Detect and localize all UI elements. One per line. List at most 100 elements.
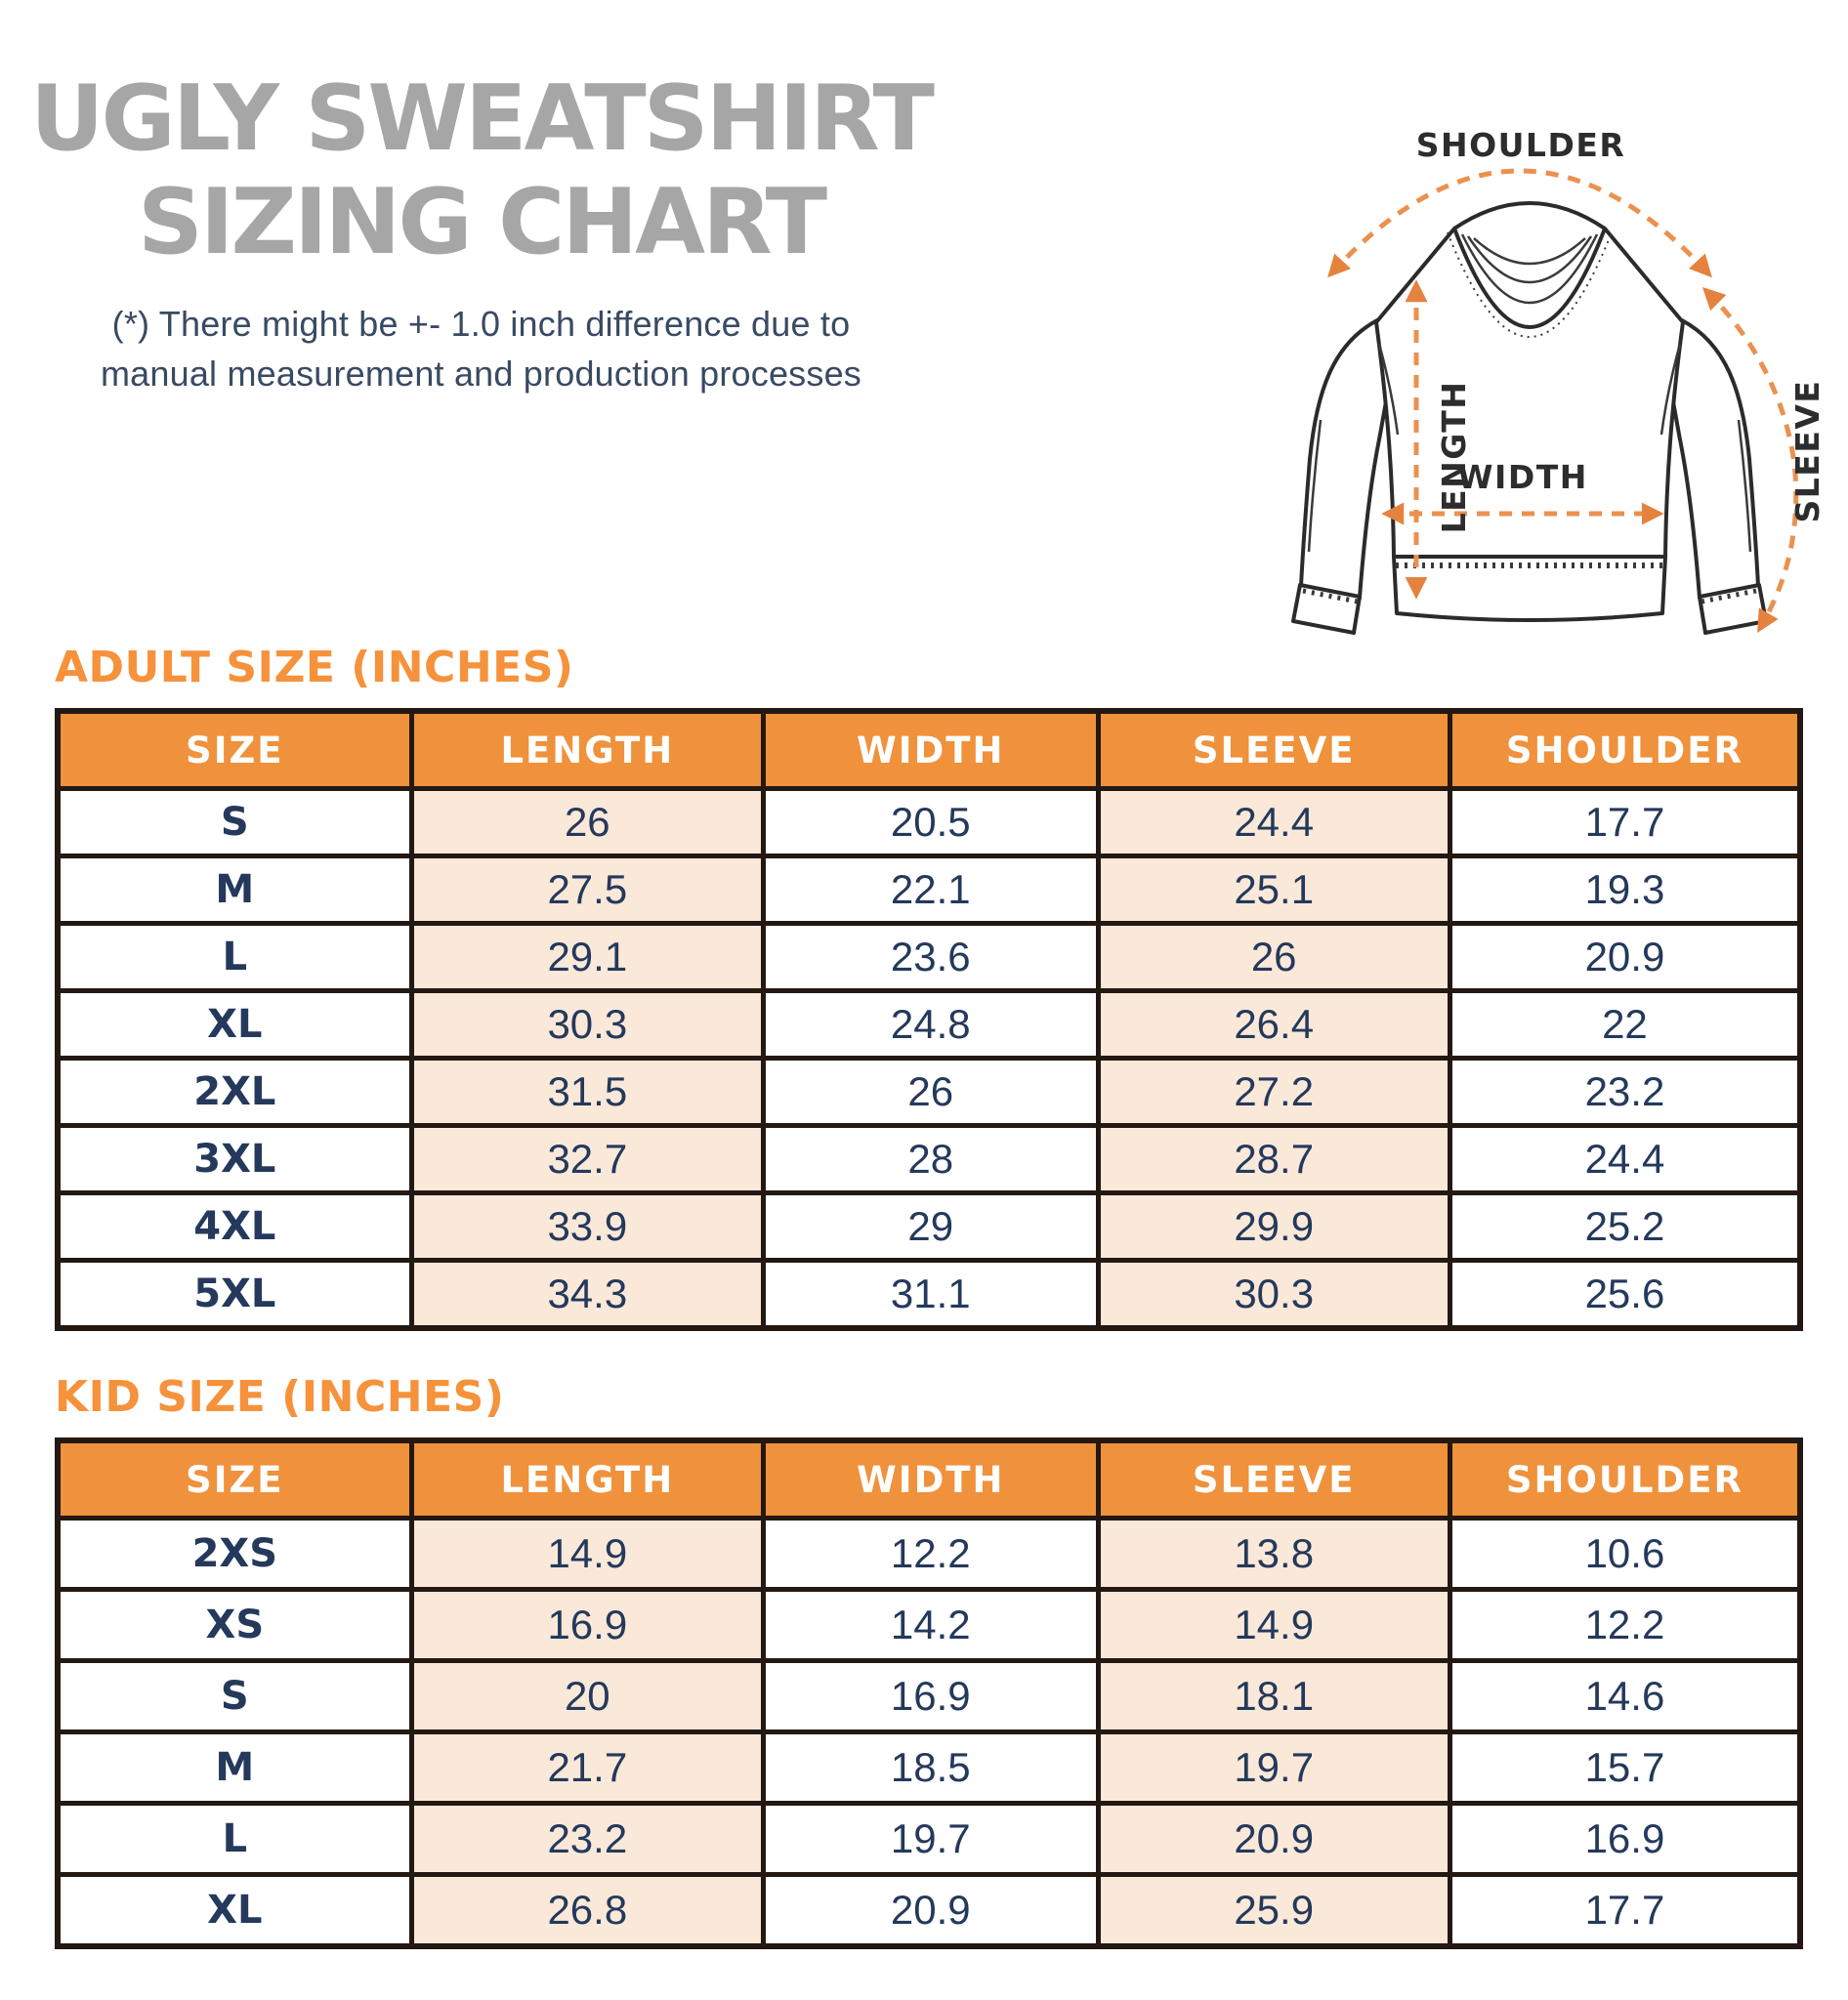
- column-header-size: SIZE: [55, 708, 414, 791]
- measurement-cell: 20.9: [1095, 1801, 1452, 1877]
- measurement-cell: 21.7: [408, 1729, 767, 1806]
- disclaimer-line1: (*) There might be +- 1.0 inch differenc…: [111, 304, 851, 345]
- table-row: M 21.7 18.5 19.7 15.7: [55, 1729, 1803, 1806]
- measurement-cell: 14.9: [1095, 1587, 1452, 1663]
- measurement-cell: 12.2: [1447, 1587, 1803, 1663]
- kid-table-heading: KID SIZE (INCHES): [55, 1372, 505, 1422]
- measurement-arrows: [1327, 168, 1799, 633]
- measurement-cell: 12.2: [761, 1516, 1101, 1592]
- measurement-cell: 25.6: [1447, 1258, 1803, 1331]
- measurement-cell: 30.3: [1095, 1258, 1452, 1331]
- page-title: UGLY SWEATSHIRT SIZING CHART: [0, 66, 962, 273]
- measurement-cell: 18.1: [1095, 1658, 1452, 1734]
- table-row: 2XS 14.9 12.2 13.8 10.6: [55, 1516, 1803, 1592]
- measurement-cell: 27.5: [408, 854, 767, 926]
- measurement-cell: 29.9: [1095, 1190, 1452, 1263]
- measurement-cell: 27.2: [1095, 1056, 1452, 1128]
- size-label-cell: 2XL: [55, 1056, 414, 1128]
- measurement-cell: 19.7: [1095, 1729, 1452, 1806]
- hem-band: [1392, 555, 1667, 622]
- size-label-cell: L: [55, 921, 414, 993]
- column-header-shoulder: SHOULDER: [1447, 708, 1803, 791]
- table-row: M 27.5 22.1 25.1 19.3: [55, 854, 1803, 926]
- column-header-sleeve: SLEEVE: [1095, 1438, 1452, 1521]
- column-header-width: WIDTH: [761, 708, 1101, 791]
- size-label-cell: L: [55, 1801, 414, 1877]
- shoulder-arrow: [1327, 168, 1712, 278]
- size-label-cell: XS: [55, 1587, 414, 1663]
- table-row: XS 16.9 14.2 14.9 12.2: [55, 1587, 1803, 1663]
- adult-table-heading: ADULT SIZE (INCHES): [55, 643, 574, 692]
- measurement-cell: 16.9: [408, 1587, 767, 1663]
- table-row: S 20 16.9 18.1 14.6: [55, 1658, 1803, 1734]
- measurement-cell: 17.7: [1447, 1872, 1803, 1949]
- size-label-cell: 4XL: [55, 1190, 414, 1263]
- table-row: XL 30.3 24.8 26.4 22: [55, 988, 1803, 1061]
- sweatshirt-outline: [1291, 201, 1768, 635]
- sweatshirt-diagram-svg: SHOULDER WIDTH LENGTH SLEEVE: [1291, 126, 1827, 635]
- measurement-cell: 29.1: [408, 921, 767, 993]
- kid-size-table: SIZE LENGTH WIDTH SLEEVE SHOULDER 2XS 14.9 12.…: [55, 1438, 1803, 1949]
- measurement-cell: 25.1: [1095, 854, 1452, 926]
- size-label-cell: 2XS: [55, 1516, 414, 1592]
- title-block: UGLY SWEATSHIRT SIZING CHART (*) There mi…: [0, 0, 962, 398]
- measurement-cell: 34.3: [408, 1258, 767, 1331]
- measurement-cell: 17.7: [1447, 786, 1803, 858]
- measurement-cell: 20.9: [761, 1872, 1101, 1949]
- shoulder-measure-label: SHOULDER: [1416, 126, 1626, 164]
- measurement-cell: 25.2: [1447, 1190, 1803, 1263]
- table-row: XL 26.8 20.9 25.9 17.7: [55, 1872, 1803, 1949]
- measurement-cell: 25.9: [1095, 1872, 1452, 1949]
- measurement-cell: 31.1: [761, 1258, 1101, 1331]
- measurement-cell: 26.4: [1095, 988, 1452, 1061]
- page-title-line1: UGLY SWEATSHIRT: [30, 65, 935, 171]
- width-measure-label: WIDTH: [1457, 458, 1588, 496]
- measurement-cell: 30.3: [408, 988, 767, 1061]
- measurement-cell: 15.7: [1447, 1729, 1803, 1806]
- measurement-cell: 26: [1095, 921, 1452, 993]
- sleeve-measure-label: SLEEVE: [1788, 380, 1827, 523]
- measurement-cell: 16.9: [1447, 1801, 1803, 1877]
- sweatshirt-measurement-diagram: SHOULDER WIDTH LENGTH SLEEVE: [957, 0, 1848, 645]
- table-row: L 23.2 19.7 20.9 16.9: [55, 1801, 1803, 1877]
- size-label-cell: M: [55, 1729, 414, 1806]
- length-measure-label: LENGTH: [1435, 381, 1473, 534]
- measurement-cell: 33.9: [408, 1190, 767, 1263]
- page-title-line2: SIZING CHART: [137, 169, 827, 275]
- size-label-cell: M: [55, 854, 414, 926]
- disclaimer-text: (*) There might be +- 1.0 inch differenc…: [0, 299, 962, 398]
- measurement-cell: 18.5: [761, 1729, 1101, 1806]
- size-label-cell: XL: [55, 988, 414, 1061]
- measurement-cell: 24.8: [761, 988, 1101, 1061]
- size-label-cell: 3XL: [55, 1123, 414, 1195]
- size-label-cell: S: [55, 786, 414, 858]
- measurement-cell: 20.9: [1447, 921, 1803, 993]
- measurement-cell: 26: [408, 786, 767, 858]
- measurement-cell: 24.4: [1095, 786, 1452, 858]
- adult-size-table: SIZE LENGTH WIDTH SLEEVE SHOULDER S 26 20.5 24.…: [55, 708, 1803, 1331]
- table-row: 5XL 34.3 31.1 30.3 25.6: [55, 1258, 1803, 1331]
- measurement-cell: 23.6: [761, 921, 1101, 993]
- measurement-cell: 22.1: [761, 854, 1101, 926]
- measurement-cell: 10.6: [1447, 1516, 1803, 1592]
- adult-table-header-row: SIZE LENGTH WIDTH SLEEVE SHOULDER: [55, 708, 1803, 791]
- table-row: S 26 20.5 24.4 17.7: [55, 786, 1803, 858]
- measurement-cell: 26: [761, 1056, 1101, 1128]
- column-header-size: SIZE: [55, 1438, 414, 1521]
- table-row: 4XL 33.9 29 29.9 25.2: [55, 1190, 1803, 1263]
- measurement-cell: 14.2: [761, 1587, 1101, 1663]
- measurement-cell: 19.3: [1447, 854, 1803, 926]
- column-header-length: LENGTH: [408, 708, 767, 791]
- measurement-cell: 31.5: [408, 1056, 767, 1128]
- size-label-cell: S: [55, 1658, 414, 1734]
- measurement-cell: 28.7: [1095, 1123, 1452, 1195]
- disclaimer-line2: manual measurement and production proces…: [100, 354, 862, 395]
- column-header-sleeve: SLEEVE: [1095, 708, 1452, 791]
- measurement-cell: 28: [761, 1123, 1101, 1195]
- measurement-cell: 14.6: [1447, 1658, 1803, 1734]
- table-row: 2XL 31.5 26 27.2 23.2: [55, 1056, 1803, 1128]
- measurement-cell: 20.5: [761, 786, 1101, 858]
- measurement-cell: 23.2: [1447, 1056, 1803, 1128]
- measurement-cell: 13.8: [1095, 1516, 1452, 1592]
